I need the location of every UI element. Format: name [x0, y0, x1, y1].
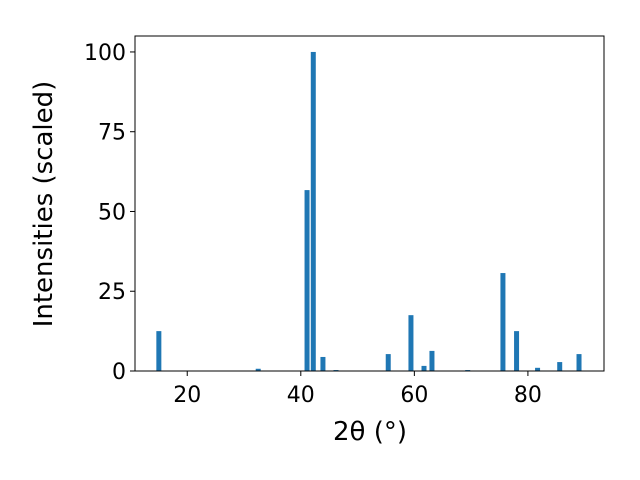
x-axis-label: 2θ (°) — [333, 417, 407, 447]
y-axis-label: Intensities (scaled) — [29, 81, 59, 328]
bar — [500, 273, 506, 371]
y-tick-label: 0 — [112, 360, 126, 385]
bar — [320, 356, 326, 371]
y-tick-label: 100 — [84, 41, 126, 66]
bar — [557, 362, 563, 371]
bar — [514, 331, 520, 371]
bar — [535, 367, 541, 371]
y-tick-label: 25 — [98, 280, 126, 305]
bar — [304, 190, 310, 371]
x-tick-label: 40 — [287, 383, 315, 408]
x-tick-label: 60 — [400, 383, 428, 408]
bar — [576, 354, 582, 371]
bar — [255, 368, 261, 371]
bar — [429, 350, 435, 371]
bar — [310, 51, 316, 371]
bar — [421, 365, 427, 371]
bar — [156, 331, 162, 371]
bar — [408, 315, 414, 371]
x-tick-label: 80 — [514, 383, 542, 408]
x-tick-label: 20 — [173, 383, 201, 408]
y-tick-label: 50 — [98, 200, 126, 225]
plot-frame — [134, 35, 605, 372]
bar — [385, 354, 391, 371]
y-tick-label: 75 — [98, 121, 126, 146]
